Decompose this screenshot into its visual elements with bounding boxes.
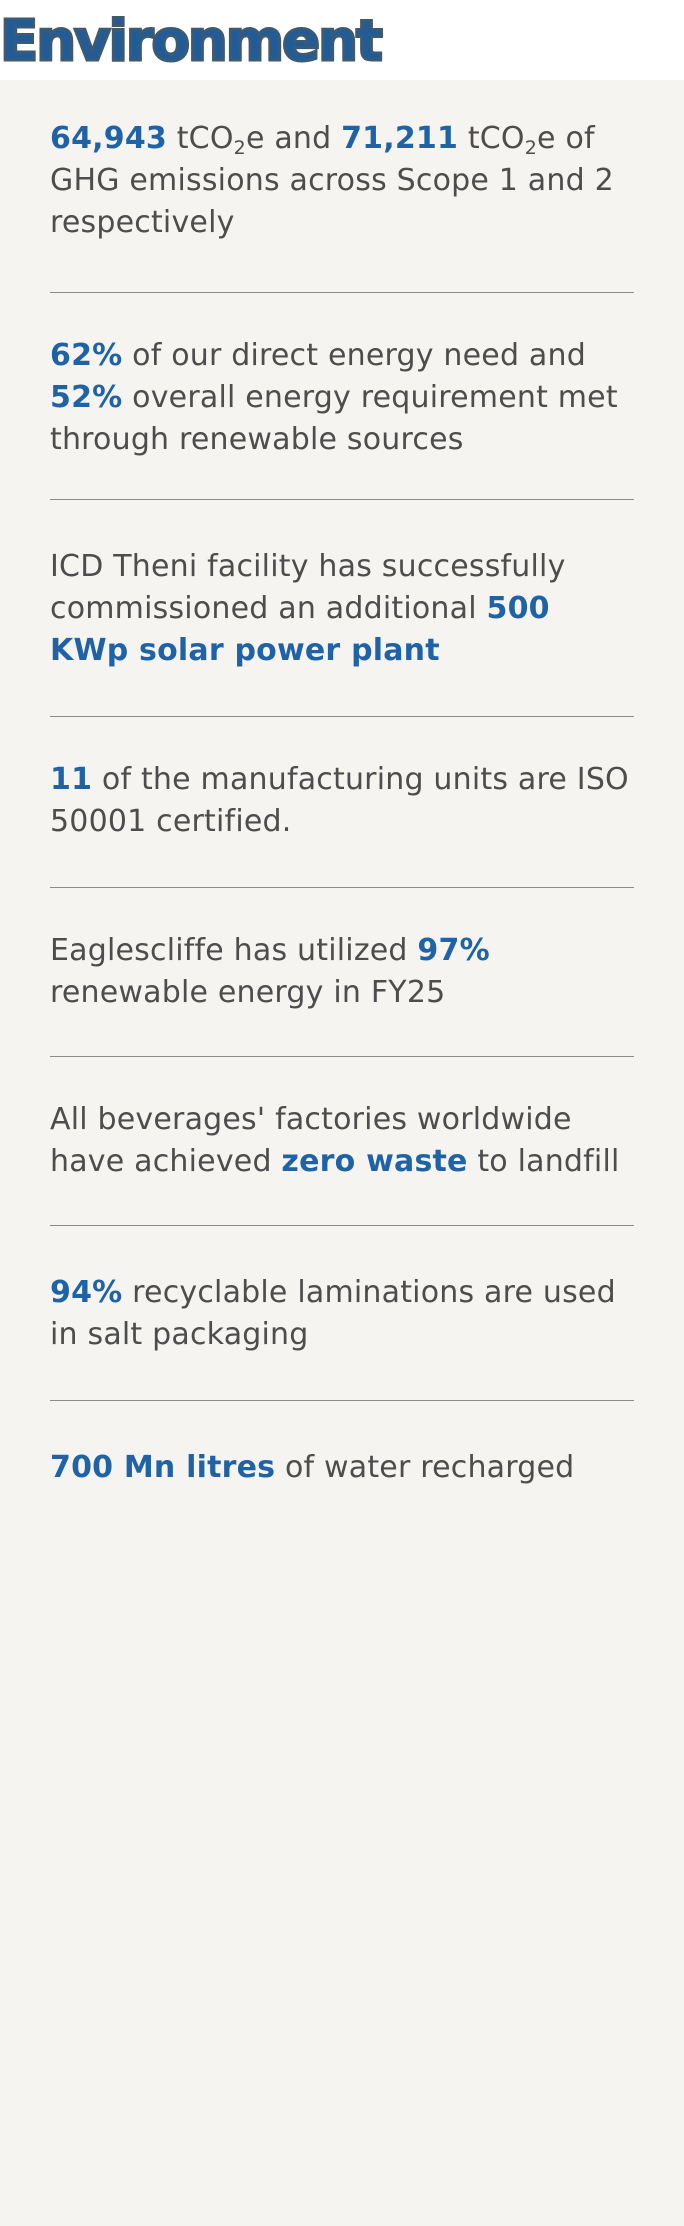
highlights-list: 64,943 tCO2e and 71,211 tCO2e of GHG emi… [0,118,684,1489]
highlight-text: All beverages' factories worldwide have … [50,1102,572,1179]
divider [50,1225,634,1226]
unit-text: tCO [458,121,525,156]
scope1-value: 64,943 [50,121,167,156]
direct-energy-value: 62% [50,338,123,373]
highlight-solar-plant: ICD Theni facility has successfully comm… [50,546,634,672]
highlight-iso-certification: 11 of the manufacturing units are ISO 50… [50,759,634,843]
highlight-text: of the manufacturing units are ISO 50001… [50,762,629,839]
highlight-text: Eaglescliffe has utilized [50,933,418,968]
page-header: Environment [0,0,684,80]
subscript: 2 [233,137,246,159]
highlight-text: overall energy requirement met through r… [50,380,618,457]
divider [50,292,634,293]
divider [50,716,634,717]
scope2-value: 71,211 [341,121,459,156]
highlight-text: to landfill [467,1144,620,1179]
highlight-text: ICD Theni facility has successfully comm… [50,549,566,626]
highlight-text: renewable energy in FY25 [50,975,446,1010]
overall-energy-value: 52% [50,380,123,415]
highlight-water-recharge: 700 Mn litres of water recharged [50,1447,634,1489]
highlight-renewable-energy: 62% of our direct energy need and 52% ov… [50,335,634,461]
zero-waste-value: zero waste [281,1144,468,1179]
solar-plant-value: 500 KWp solar power plant [50,591,550,668]
highlight-text: of our direct energy need and [122,338,586,373]
highlight-eaglescliffe: Eaglescliffe has utilized 97% renewable … [50,930,634,1014]
highlight-recyclable-laminations: 94% recyclable laminations are used in s… [50,1272,634,1356]
page-title: Environment [0,8,384,76]
subscript: 2 [524,137,538,159]
connector-text: e and [245,121,342,156]
divider [50,1056,634,1057]
highlight-zero-waste: All beverages' factories worldwide have … [50,1099,634,1183]
divider [50,1400,634,1401]
highlight-text: e of GHG emissions across Scope 1 and 2 … [50,121,614,240]
water-recharged-value: 700 Mn litres [50,1450,276,1485]
highlight-ghg-emissions: 64,943 tCO2e and 71,211 tCO2e of GHG emi… [50,118,634,244]
units-count-value: 11 [50,762,93,797]
divider [50,499,634,500]
renewable-share-value: 97% [417,933,490,968]
highlight-text: recyclable laminations are used in salt … [50,1275,616,1352]
highlight-text: of water recharged [275,1450,575,1485]
recyclable-share-value: 94% [50,1275,123,1310]
divider [50,887,634,888]
unit-text: tCO [166,121,234,156]
